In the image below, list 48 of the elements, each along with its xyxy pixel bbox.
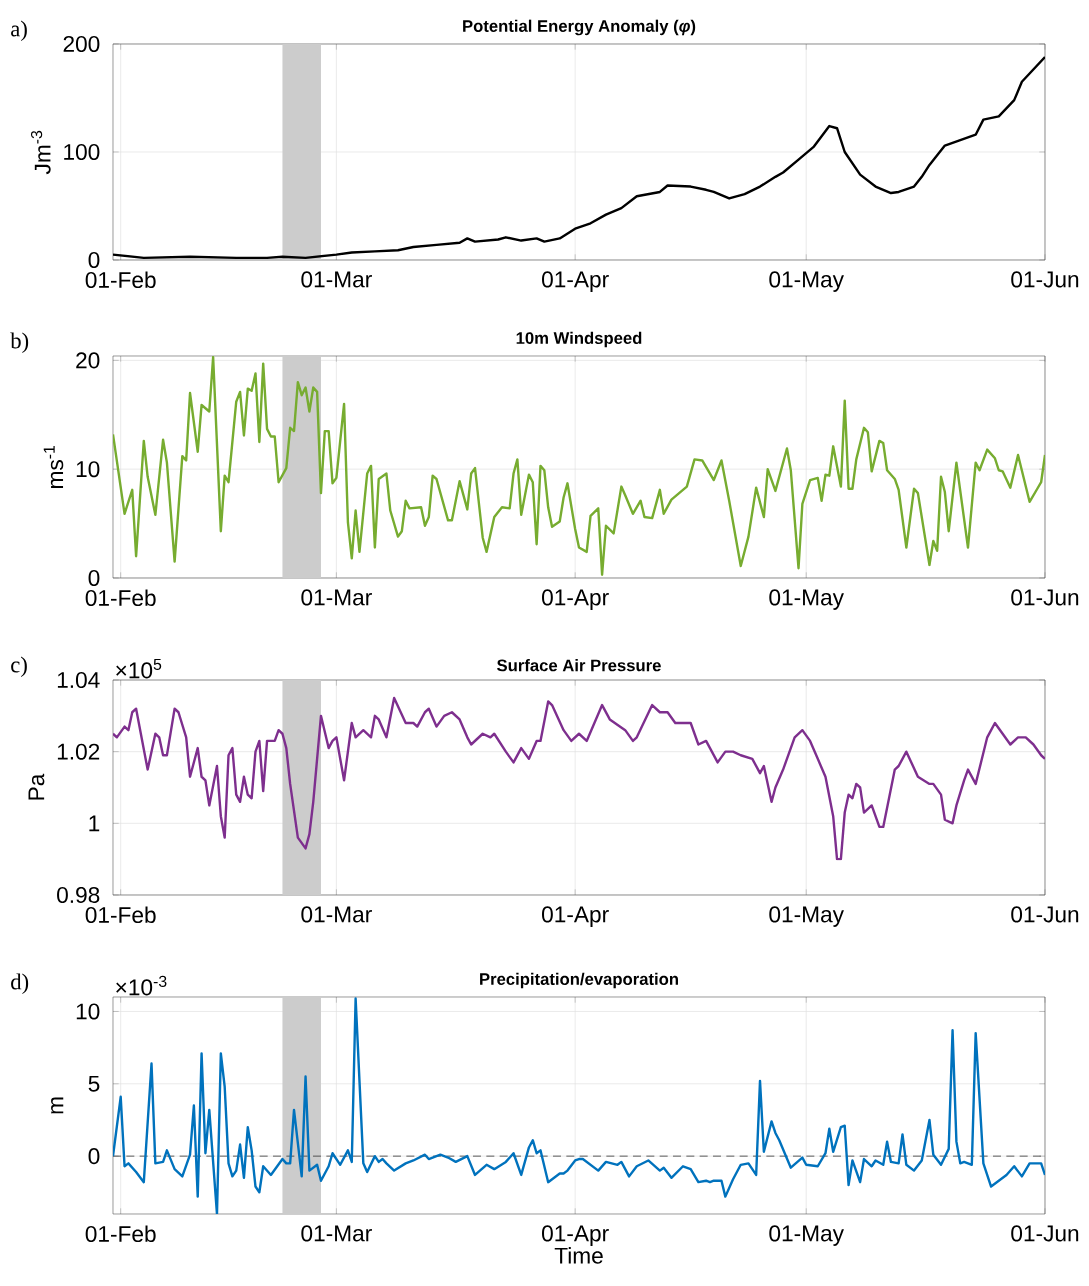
y-tick-label: 10 [76, 461, 100, 478]
chart-title: Surface Air Pressure [497, 659, 661, 672]
x-tick-label: 01-Feb [85, 1225, 156, 1243]
y-tick-label: 1.02 [57, 743, 100, 760]
y-tick-label: 0 [88, 1148, 100, 1165]
y-axis-title: m [51, 1097, 64, 1114]
y-tick-label: 200 [63, 35, 100, 53]
y-tick-label: 1.04 [57, 671, 100, 689]
text: b) [10, 332, 29, 354]
x-tick-label: 01-Jun [1011, 906, 1079, 923]
y-tick-label: 0.98 [57, 886, 100, 904]
x-tick-label: 01-Mar [301, 589, 372, 606]
x-tick-label: 01-May [769, 589, 844, 610]
text: d) [11, 973, 29, 995]
x-tick-label: 01-Feb [85, 906, 156, 924]
x-tick-label: 01-Apr [542, 271, 609, 292]
y-tick-label: 5 [88, 1075, 100, 1092]
y-axis-title: Jm$^{-3}$ [30, 130, 51, 175]
y-tick-label: 100 [64, 143, 100, 161]
chart-title: Precipitation/evaporation [480, 972, 678, 989]
x-tick-label: 01-Jun [1011, 1225, 1079, 1242]
y-axis-title: Pa [28, 773, 45, 800]
y-axis-title: ms$^{-1}$ [43, 445, 64, 488]
text: ×10$^{-3}$ [116, 975, 167, 996]
x-tick-label: 01-May [769, 271, 844, 292]
x-tick-label: 01-Mar [301, 271, 372, 288]
x-tick-label: 01-Jun [1011, 271, 1079, 288]
text: ×10$^{5}$ [116, 658, 162, 679]
y-tick-label: 1 [89, 815, 100, 832]
x-tick-label: 01-Jun [1011, 589, 1079, 606]
y-tick-label: 0 [88, 251, 100, 269]
x-tick-label: 01-Feb [85, 271, 156, 289]
x-tick-label: 01-May [769, 1225, 844, 1246]
y-tick-label: 10 [76, 1003, 100, 1020]
x-tick-label: 01-Apr [542, 1225, 609, 1246]
x-tick-label: 01-Feb [85, 589, 156, 607]
chart-title: 10m Windspeed [516, 331, 642, 348]
text: a) [11, 20, 27, 42]
y-tick-label: 0 [88, 569, 100, 587]
x-tick-label: 01-Mar [301, 906, 372, 923]
x-tick-label: 01-Apr [542, 589, 609, 610]
x-tick-label: 01-May [769, 906, 844, 927]
y-tick-label: 20 [76, 352, 100, 369]
text: c) [11, 656, 27, 678]
x-tick-label: 01-Apr [542, 906, 609, 927]
x-tick-label: 01-Mar [301, 1225, 372, 1242]
chart-title: Potential Energy Anomaly (φ) [463, 19, 696, 36]
x-axis-title: Time [554, 1247, 603, 1264]
